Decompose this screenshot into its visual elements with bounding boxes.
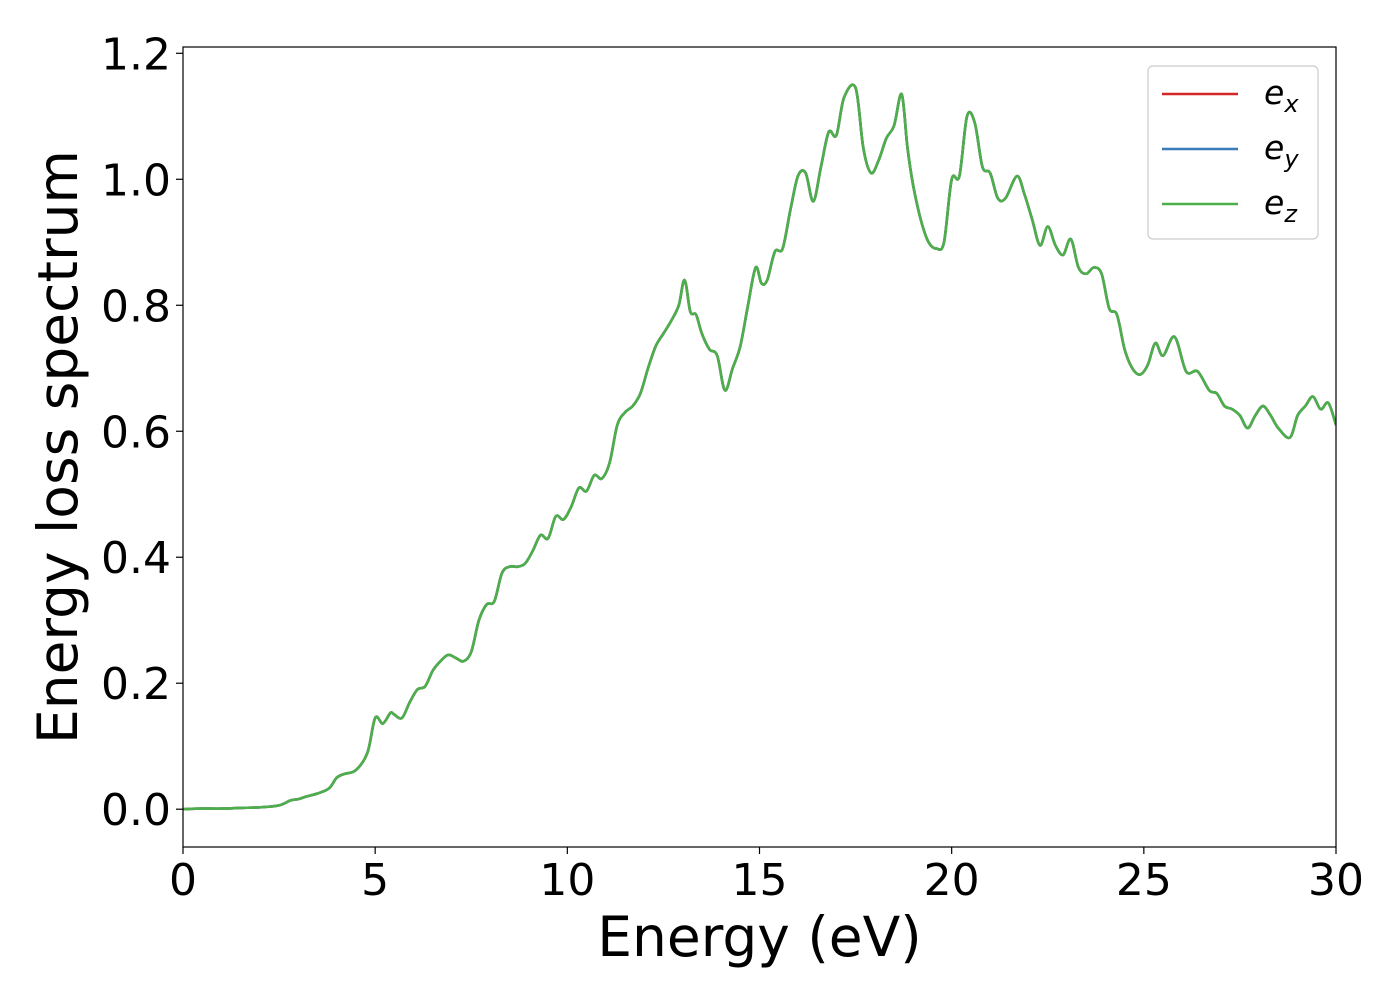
x-tick-label: 10 xyxy=(539,855,595,906)
plot-area xyxy=(183,83,1336,811)
y-tick-label: 1.2 xyxy=(101,29,171,80)
y-tick-label: 0.8 xyxy=(101,281,171,332)
series-line-e_z xyxy=(183,83,1336,811)
x-axis-label: Energy (eV) xyxy=(597,905,921,969)
x-tick-label: 20 xyxy=(924,855,980,906)
legend-label-e_y: ey xyxy=(1264,128,1299,173)
legend-label-e_x: ex xyxy=(1264,73,1299,118)
y-axis-label: Energy loss spectrum xyxy=(26,150,90,744)
y-tick-label: 0.2 xyxy=(101,659,171,710)
legend-label-base: e xyxy=(1264,183,1284,222)
axes-frame xyxy=(182,46,1337,848)
x-tick-label: 30 xyxy=(1308,855,1364,906)
legend-label-subscript: x xyxy=(1283,90,1299,118)
y-tick-label: 0.4 xyxy=(101,533,171,584)
x-axis-ticks: 0 5 10 15 20 25 30 xyxy=(169,847,1364,906)
legend-label-subscript: y xyxy=(1283,145,1299,173)
x-tick-label: 15 xyxy=(732,855,788,906)
legend-label-base: e xyxy=(1264,73,1284,112)
x-tick-label: 0 xyxy=(169,855,197,906)
y-axis-ticks: 0.0 0.2 0.4 0.6 0.8 1.0 1.2 xyxy=(101,29,183,836)
y-tick-label: 1.0 xyxy=(101,155,171,206)
legend-box xyxy=(1147,65,1319,240)
legend-label-base: e xyxy=(1264,128,1284,167)
x-tick-label: 5 xyxy=(361,855,389,906)
y-tick-label: 0.6 xyxy=(101,407,171,458)
legend-label-e_z: ez xyxy=(1264,183,1298,228)
legend-label-subscript: z xyxy=(1283,200,1298,228)
y-tick-label: 0.0 xyxy=(101,785,171,836)
x-tick-label: 25 xyxy=(1116,855,1172,906)
